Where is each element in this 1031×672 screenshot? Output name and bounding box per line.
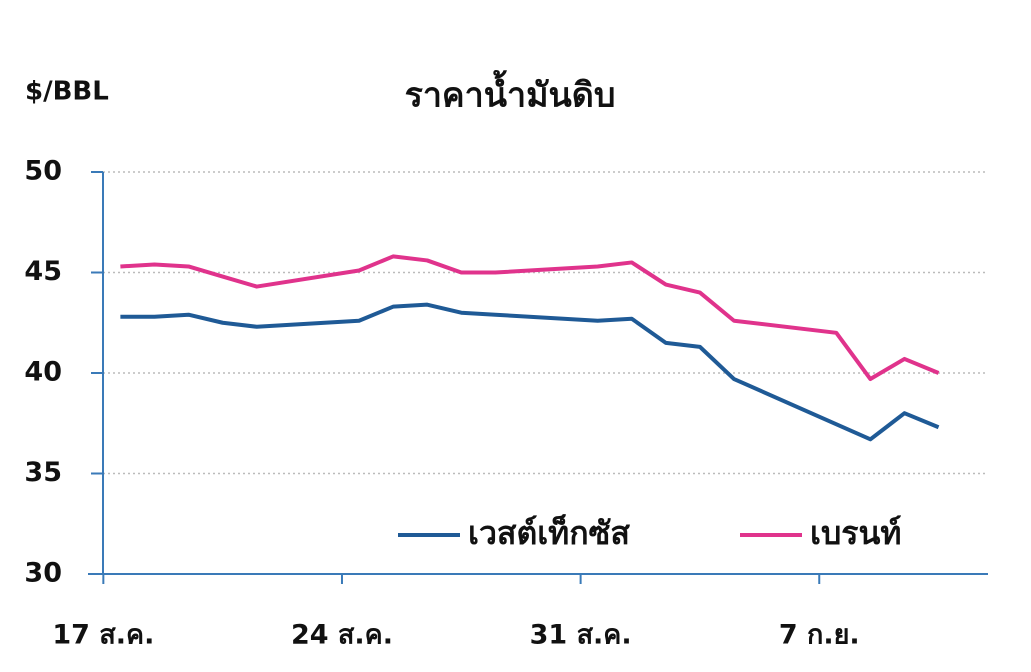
y-tick-label: 35 [24,457,62,488]
y-axis-label: $/BBL [25,77,109,107]
series-line [120,302,940,442]
y-tick-label: 45 [24,256,62,287]
legend-label: เบรนท์ [810,514,901,552]
y-tick-label: 50 [24,156,62,187]
y-tick-label: 40 [24,357,62,388]
legend-label: เวสต์เท็กซัส [468,513,630,552]
y-tick-label: 30 [24,558,62,589]
chart-title: ราคาน้ำมันดิบ [405,70,616,116]
x-tick-label: 24 ส.ค. [291,620,393,651]
x-tick-label: 7 ก.ย. [779,620,860,651]
x-tick-label: 17 ส.ค. [52,620,154,651]
series-line [120,254,940,382]
x-tick-label: 31 ส.ค. [530,620,632,651]
